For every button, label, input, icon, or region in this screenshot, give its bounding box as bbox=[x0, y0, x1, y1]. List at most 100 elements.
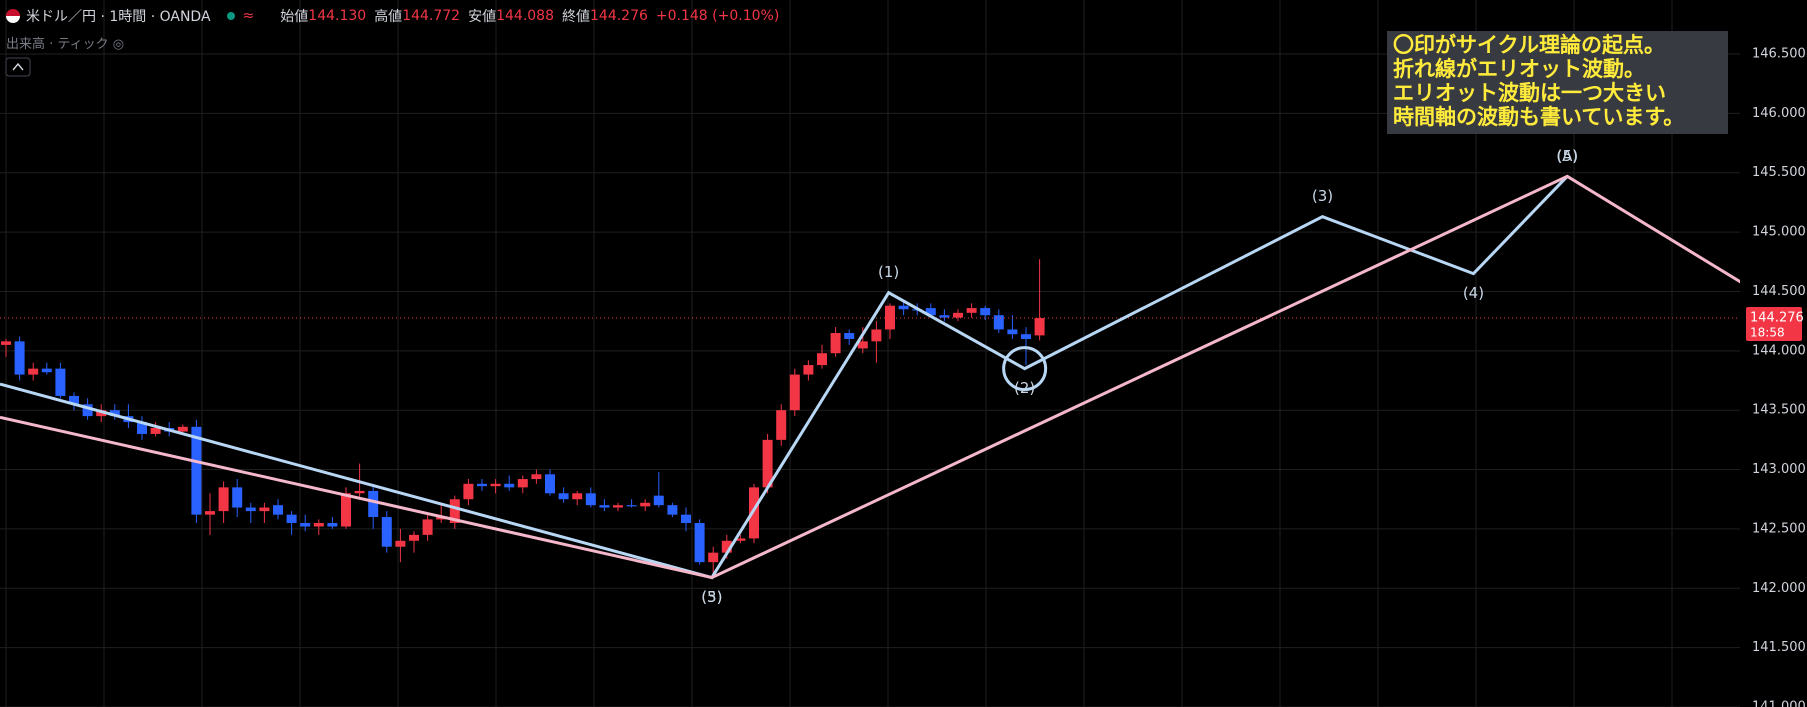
candle-body bbox=[966, 308, 977, 313]
wave-label: (1) bbox=[878, 263, 899, 281]
candle-body bbox=[531, 474, 542, 480]
candle-body bbox=[857, 341, 868, 349]
candle-body bbox=[993, 315, 1004, 330]
last-price-label: 144.276 bbox=[1750, 311, 1804, 326]
high-label: 高値 bbox=[374, 9, 403, 25]
candle-body bbox=[640, 502, 651, 507]
y-tick-label: 142.000 bbox=[1752, 581, 1806, 596]
candle-body bbox=[14, 341, 25, 375]
open-label: 始値 bbox=[280, 9, 309, 25]
candle-body bbox=[409, 534, 419, 541]
last-price-box bbox=[1746, 307, 1802, 342]
candle-body bbox=[749, 487, 759, 539]
candle-body bbox=[613, 505, 623, 508]
candle-body bbox=[789, 374, 800, 411]
candle-body bbox=[572, 493, 583, 500]
y-tick-label: 142.500 bbox=[1752, 521, 1806, 536]
candle-body bbox=[898, 305, 909, 310]
volume-legend: 出来高 · ティック ◎ bbox=[6, 33, 124, 52]
candle-body bbox=[150, 427, 161, 434]
candle-body bbox=[354, 490, 365, 494]
status-dot bbox=[226, 12, 235, 20]
candle-body bbox=[477, 483, 487, 487]
candle-body bbox=[871, 329, 882, 342]
flag-icon bbox=[6, 9, 20, 23]
candle-body bbox=[1007, 329, 1018, 335]
candle-body bbox=[463, 483, 474, 500]
candle-body bbox=[504, 483, 515, 488]
y-tick-label: 146.500 bbox=[1752, 47, 1806, 62]
y-tick-label: 144.500 bbox=[1752, 284, 1806, 299]
candle-body bbox=[273, 505, 283, 515]
collapse-icon bbox=[12, 62, 24, 71]
y-tick-label: 145.000 bbox=[1752, 225, 1806, 240]
annotation-box bbox=[1387, 31, 1728, 134]
candle-body bbox=[313, 522, 324, 527]
candle-body bbox=[585, 493, 596, 506]
y-tick-label: 141.000 bbox=[1752, 700, 1806, 707]
cycle-circle bbox=[1002, 346, 1048, 392]
candle-body bbox=[545, 474, 555, 494]
volume-label: 出来高 · ティック bbox=[6, 37, 109, 52]
candle-body bbox=[96, 410, 107, 417]
wave-label: (5) bbox=[701, 588, 722, 606]
collapse-button[interactable] bbox=[5, 57, 31, 77]
candle-body bbox=[817, 353, 827, 366]
candle-body bbox=[300, 522, 311, 527]
candle-body bbox=[653, 495, 664, 506]
candle-body bbox=[218, 487, 229, 512]
y-tick-label: 145.500 bbox=[1752, 165, 1806, 180]
candle-body bbox=[681, 514, 691, 523]
candle-body bbox=[232, 487, 243, 508]
candle-body bbox=[368, 490, 379, 518]
wave-label: (A) bbox=[1556, 147, 1578, 165]
candle-body bbox=[558, 493, 569, 500]
candle-body bbox=[599, 505, 610, 508]
candle-body bbox=[939, 315, 950, 318]
candle-body bbox=[803, 365, 814, 375]
annotation-line: エリオット波動は一つ大きい bbox=[1393, 81, 1666, 105]
candle-body bbox=[259, 507, 270, 512]
y-tick-label: 141.500 bbox=[1752, 640, 1806, 655]
symbol: 米ドル／円 · 1時間 · OANDA bbox=[26, 9, 211, 25]
candle-body bbox=[109, 410, 120, 417]
annotation-line: 〇印がサイクル理論の起点。 bbox=[1393, 33, 1665, 57]
candle-body bbox=[885, 305, 895, 330]
candle-body bbox=[490, 483, 501, 487]
candle-body bbox=[55, 368, 66, 396]
high-value: 144.772 bbox=[402, 8, 461, 24]
candle-body bbox=[1021, 334, 1031, 339]
change: +0.148 (+0.10%) bbox=[655, 8, 780, 24]
wave-label: (3) bbox=[701, 588, 722, 606]
candle-body bbox=[844, 333, 855, 339]
candle-body bbox=[436, 517, 447, 520]
wave-label: (3) bbox=[1312, 187, 1333, 205]
candle-body bbox=[28, 368, 39, 375]
candle-body bbox=[953, 312, 963, 318]
y-tick-label: 143.500 bbox=[1752, 403, 1806, 418]
y-tick-label: 143.000 bbox=[1752, 462, 1806, 477]
candle-body bbox=[694, 522, 705, 563]
status-icon: ≈ bbox=[242, 8, 255, 24]
candle-body bbox=[177, 426, 188, 432]
candle-body bbox=[137, 422, 147, 434]
candle-body bbox=[626, 505, 637, 507]
candle-body bbox=[721, 540, 732, 553]
candle-body bbox=[708, 552, 719, 563]
candle-body bbox=[762, 439, 773, 488]
candle-body bbox=[327, 522, 338, 527]
close-value: 144.276 bbox=[590, 8, 648, 24]
close-label: 終値 bbox=[562, 9, 590, 25]
candle-body bbox=[776, 410, 787, 440]
candle-body bbox=[381, 517, 392, 547]
plot: (5)(1)(2)(3)(4)(5)(3)(A) bbox=[0, 147, 1740, 606]
candle-body bbox=[205, 511, 215, 515]
low-value: 144.088 bbox=[496, 8, 554, 24]
annotation-line: 折れ線がエリオット波動。 bbox=[1393, 57, 1645, 81]
candle-body bbox=[667, 505, 678, 515]
candle-body bbox=[925, 308, 936, 316]
countdown: 18:58 bbox=[1750, 326, 1785, 340]
wave-label: (2) bbox=[1014, 379, 1035, 397]
